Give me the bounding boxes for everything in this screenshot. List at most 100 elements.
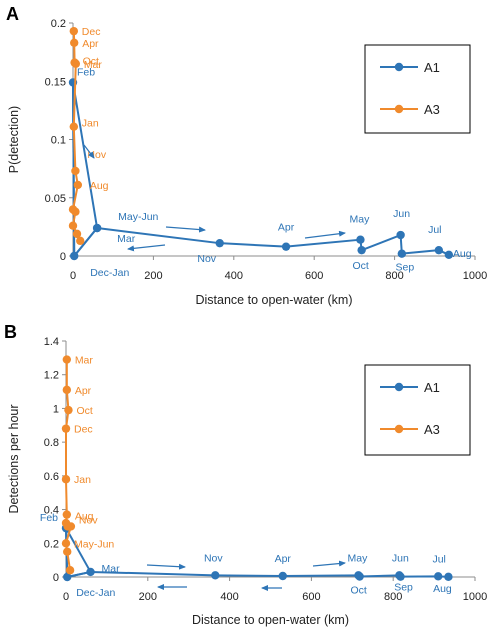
legend-box (364, 44, 471, 134)
data-point (62, 510, 72, 519)
point-label: Mar (84, 59, 103, 71)
legend-label: A1 (424, 380, 440, 395)
x-tick-label: 200 (139, 591, 157, 603)
point-label: Jun (392, 552, 409, 564)
direction-arrow (146, 563, 186, 570)
x-tick-label: 0 (70, 270, 76, 282)
data-point (61, 539, 71, 548)
data-point (215, 238, 224, 248)
x-tick-label: 800 (384, 591, 402, 603)
data-point (70, 251, 79, 261)
point-label: Nov (79, 514, 98, 526)
point-label: Mar (75, 355, 94, 367)
point-label: Apr (278, 222, 295, 234)
point-label: Jun (393, 208, 410, 220)
data-point (63, 572, 72, 582)
y-axis-title: Detections per hour (7, 404, 21, 513)
data-point (357, 245, 366, 255)
panel-letter: A (6, 4, 19, 24)
point-label: Sep (395, 262, 414, 274)
y-tick-label: 0.1 (51, 135, 66, 147)
point-label: Oct (350, 584, 366, 596)
legend-marker (394, 62, 404, 72)
data-point (444, 572, 453, 582)
data-point (69, 26, 79, 36)
data-point (70, 38, 79, 48)
point-label: Jan (74, 474, 91, 486)
chart-panel-a: A 0 0.05 0.1 0.15 0.2 0 200 400 600 800 1000 Distanc… (6, 4, 487, 307)
point-label: May-Jun (118, 211, 158, 223)
x-tick-label: 200 (144, 270, 162, 282)
point-label: Sep (394, 582, 413, 594)
data-point (64, 405, 73, 415)
point-label: Oct (76, 405, 92, 417)
direction-arrow (312, 560, 346, 567)
data-point (65, 566, 75, 575)
y-tick-label: 0.05 (45, 193, 66, 205)
point-label: May (348, 552, 369, 564)
legend: A1 A3 (364, 364, 471, 456)
legend-box (364, 364, 471, 456)
point-label: May (350, 214, 371, 226)
point-label: Dec-Jan (76, 587, 115, 599)
point-label: Apr (275, 553, 292, 565)
point-label: Mar (117, 233, 136, 245)
y-tick-label: 0.4 (44, 505, 59, 517)
point-label: Apr (75, 385, 92, 397)
data-point (73, 180, 83, 190)
data-point (444, 250, 454, 260)
data-point (433, 572, 443, 581)
chart-panel-b: B 0 0.2 0.4 0.6 0.8 1 1.2 1.4 0 200 400 600 800 1000 Di… (4, 322, 487, 627)
x-tick-label: 1000 (463, 591, 487, 603)
data-point (69, 122, 79, 131)
data-point (396, 230, 405, 240)
data-point (66, 522, 76, 531)
legend-marker (394, 382, 404, 392)
legend-label: A3 (424, 102, 440, 117)
direction-arrow (165, 226, 206, 233)
panel-letter: B (4, 322, 17, 342)
data-point (71, 207, 80, 216)
data-point (278, 571, 287, 581)
data-point (397, 249, 407, 258)
data-point (86, 567, 95, 577)
data-point (71, 166, 80, 176)
point-label: Dec (82, 26, 101, 38)
data-point (76, 236, 85, 246)
point-label: Jan (82, 118, 99, 130)
data-point (92, 223, 102, 233)
point-label: Feb (40, 512, 58, 524)
x-tick-label: 600 (305, 270, 323, 282)
point-label: Dec-Jan (90, 267, 129, 279)
point-label: Feb (77, 66, 95, 78)
series-link (73, 227, 98, 257)
legend-marker (394, 424, 404, 434)
data-point (72, 229, 82, 239)
data-point (396, 572, 405, 581)
data-point (355, 572, 364, 581)
data-point (61, 424, 71, 433)
data-point (71, 59, 81, 68)
data-point (63, 547, 72, 556)
x-axis-title: Distance to open-water (km) (195, 293, 352, 307)
data-point (62, 385, 72, 395)
data-point (211, 571, 220, 580)
y-tick-label: 0.2 (44, 538, 59, 550)
x-tick-label: 1000 (463, 270, 487, 282)
point-label: Apr (82, 38, 99, 50)
y-tick-label: 0.8 (44, 437, 59, 449)
y-tick-label: 0 (53, 572, 59, 584)
point-label: Nov (87, 149, 106, 161)
legend: A1 A3 (364, 44, 471, 134)
y-tick-label: 0.2 (51, 18, 66, 30)
y-tick-label: 1.4 (44, 336, 59, 348)
point-label: Oct (83, 56, 99, 68)
legend-marker (394, 104, 404, 114)
legend-label: A3 (424, 422, 440, 437)
data-point (68, 221, 78, 230)
data-point (61, 475, 71, 484)
point-label: Mar (102, 563, 121, 575)
